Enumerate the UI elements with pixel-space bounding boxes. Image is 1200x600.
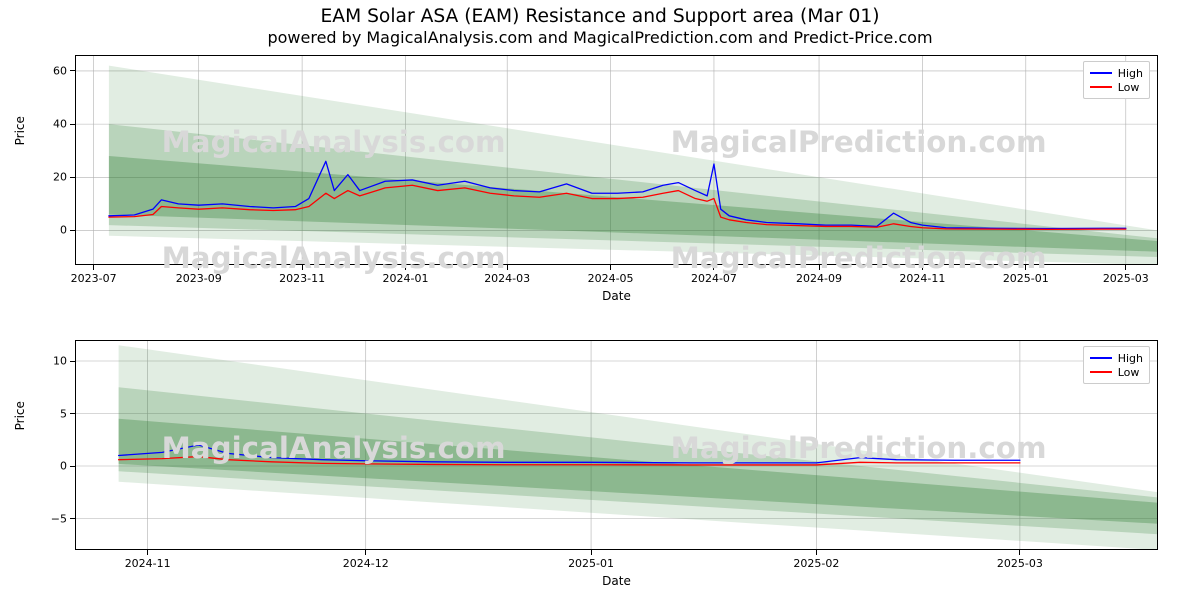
y-axis-label: Price <box>13 116 27 145</box>
y-tick-label: 0 <box>60 224 67 237</box>
x-tick-label: 2023-11 <box>279 272 325 285</box>
x-tick-label: 2024-11 <box>899 272 945 285</box>
legend-line-icon <box>1090 86 1112 88</box>
x-tick-mark <box>507 265 508 270</box>
legend-line-icon <box>1090 72 1112 74</box>
x-tick-mark <box>302 265 303 270</box>
legend-label: Low <box>1118 81 1140 94</box>
x-tick-label: 2025-02 <box>793 557 839 570</box>
plot-svg <box>75 340 1158 550</box>
figure: EAM Solar ASA (EAM) Resistance and Suppo… <box>0 0 1200 600</box>
x-tick-mark <box>93 265 94 270</box>
y-tick-label: 40 <box>53 118 67 131</box>
y-tick-label: 60 <box>53 64 67 77</box>
x-tick-label: 2025-01 <box>568 557 614 570</box>
chart-title: EAM Solar ASA (EAM) Resistance and Suppo… <box>0 6 1200 27</box>
y-axis-label: Price <box>13 401 27 430</box>
x-tick-label: 2024-01 <box>383 272 429 285</box>
y-tick-label: 10 <box>53 355 67 368</box>
y-tick-mark <box>70 518 75 519</box>
x-tick-mark <box>713 265 714 270</box>
legend-label: High <box>1118 67 1143 80</box>
y-tick-mark <box>70 230 75 231</box>
x-tick-label: 2025-01 <box>1003 272 1049 285</box>
chart-panel-1: 2024-112024-122025-012025-022025-03−5051… <box>75 340 1158 550</box>
x-tick-mark <box>1019 550 1020 555</box>
chart-subtitle: powered by MagicalAnalysis.com and Magic… <box>0 28 1200 47</box>
legend: HighLow <box>1083 346 1150 384</box>
x-tick-label: 2025-03 <box>997 557 1043 570</box>
x-tick-mark <box>816 550 817 555</box>
legend-item: High <box>1090 66 1143 80</box>
x-tick-mark <box>405 265 406 270</box>
y-tick-label: 20 <box>53 171 67 184</box>
x-tick-mark <box>591 550 592 555</box>
legend-line-icon <box>1090 371 1112 373</box>
legend-line-icon <box>1090 357 1112 359</box>
y-tick-mark <box>70 466 75 467</box>
y-tick-label: 5 <box>60 407 67 420</box>
x-tick-label: 2024-12 <box>343 557 389 570</box>
chart-panel-0: 2023-072023-092023-112024-012024-032024-… <box>75 55 1158 265</box>
plot-svg <box>75 55 1158 265</box>
x-tick-label: 2023-09 <box>176 272 222 285</box>
x-tick-mark <box>1025 265 1026 270</box>
legend: HighLow <box>1083 61 1150 99</box>
x-tick-label: 2024-09 <box>796 272 842 285</box>
x-tick-mark <box>610 265 611 270</box>
legend-item: Low <box>1090 365 1143 379</box>
legend-label: High <box>1118 352 1143 365</box>
x-tick-mark <box>198 265 199 270</box>
y-tick-label: 0 <box>60 460 67 473</box>
x-tick-mark <box>365 550 366 555</box>
y-tick-mark <box>70 361 75 362</box>
x-tick-label: 2024-11 <box>125 557 171 570</box>
y-tick-mark <box>70 70 75 71</box>
x-tick-label: 2024-03 <box>484 272 530 285</box>
x-axis-label: Date <box>602 289 631 303</box>
x-tick-mark <box>1125 265 1126 270</box>
x-tick-mark <box>147 550 148 555</box>
y-tick-mark <box>70 124 75 125</box>
x-tick-label: 2024-05 <box>588 272 634 285</box>
legend-label: Low <box>1118 366 1140 379</box>
x-tick-label: 2023-07 <box>71 272 117 285</box>
y-tick-label: −5 <box>51 512 67 525</box>
x-tick-label: 2025-03 <box>1103 272 1149 285</box>
y-tick-mark <box>70 177 75 178</box>
y-tick-mark <box>70 413 75 414</box>
x-tick-label: 2024-07 <box>691 272 737 285</box>
x-axis-label: Date <box>602 574 631 588</box>
legend-item: Low <box>1090 80 1143 94</box>
x-tick-mark <box>922 265 923 270</box>
legend-item: High <box>1090 351 1143 365</box>
x-tick-mark <box>819 265 820 270</box>
